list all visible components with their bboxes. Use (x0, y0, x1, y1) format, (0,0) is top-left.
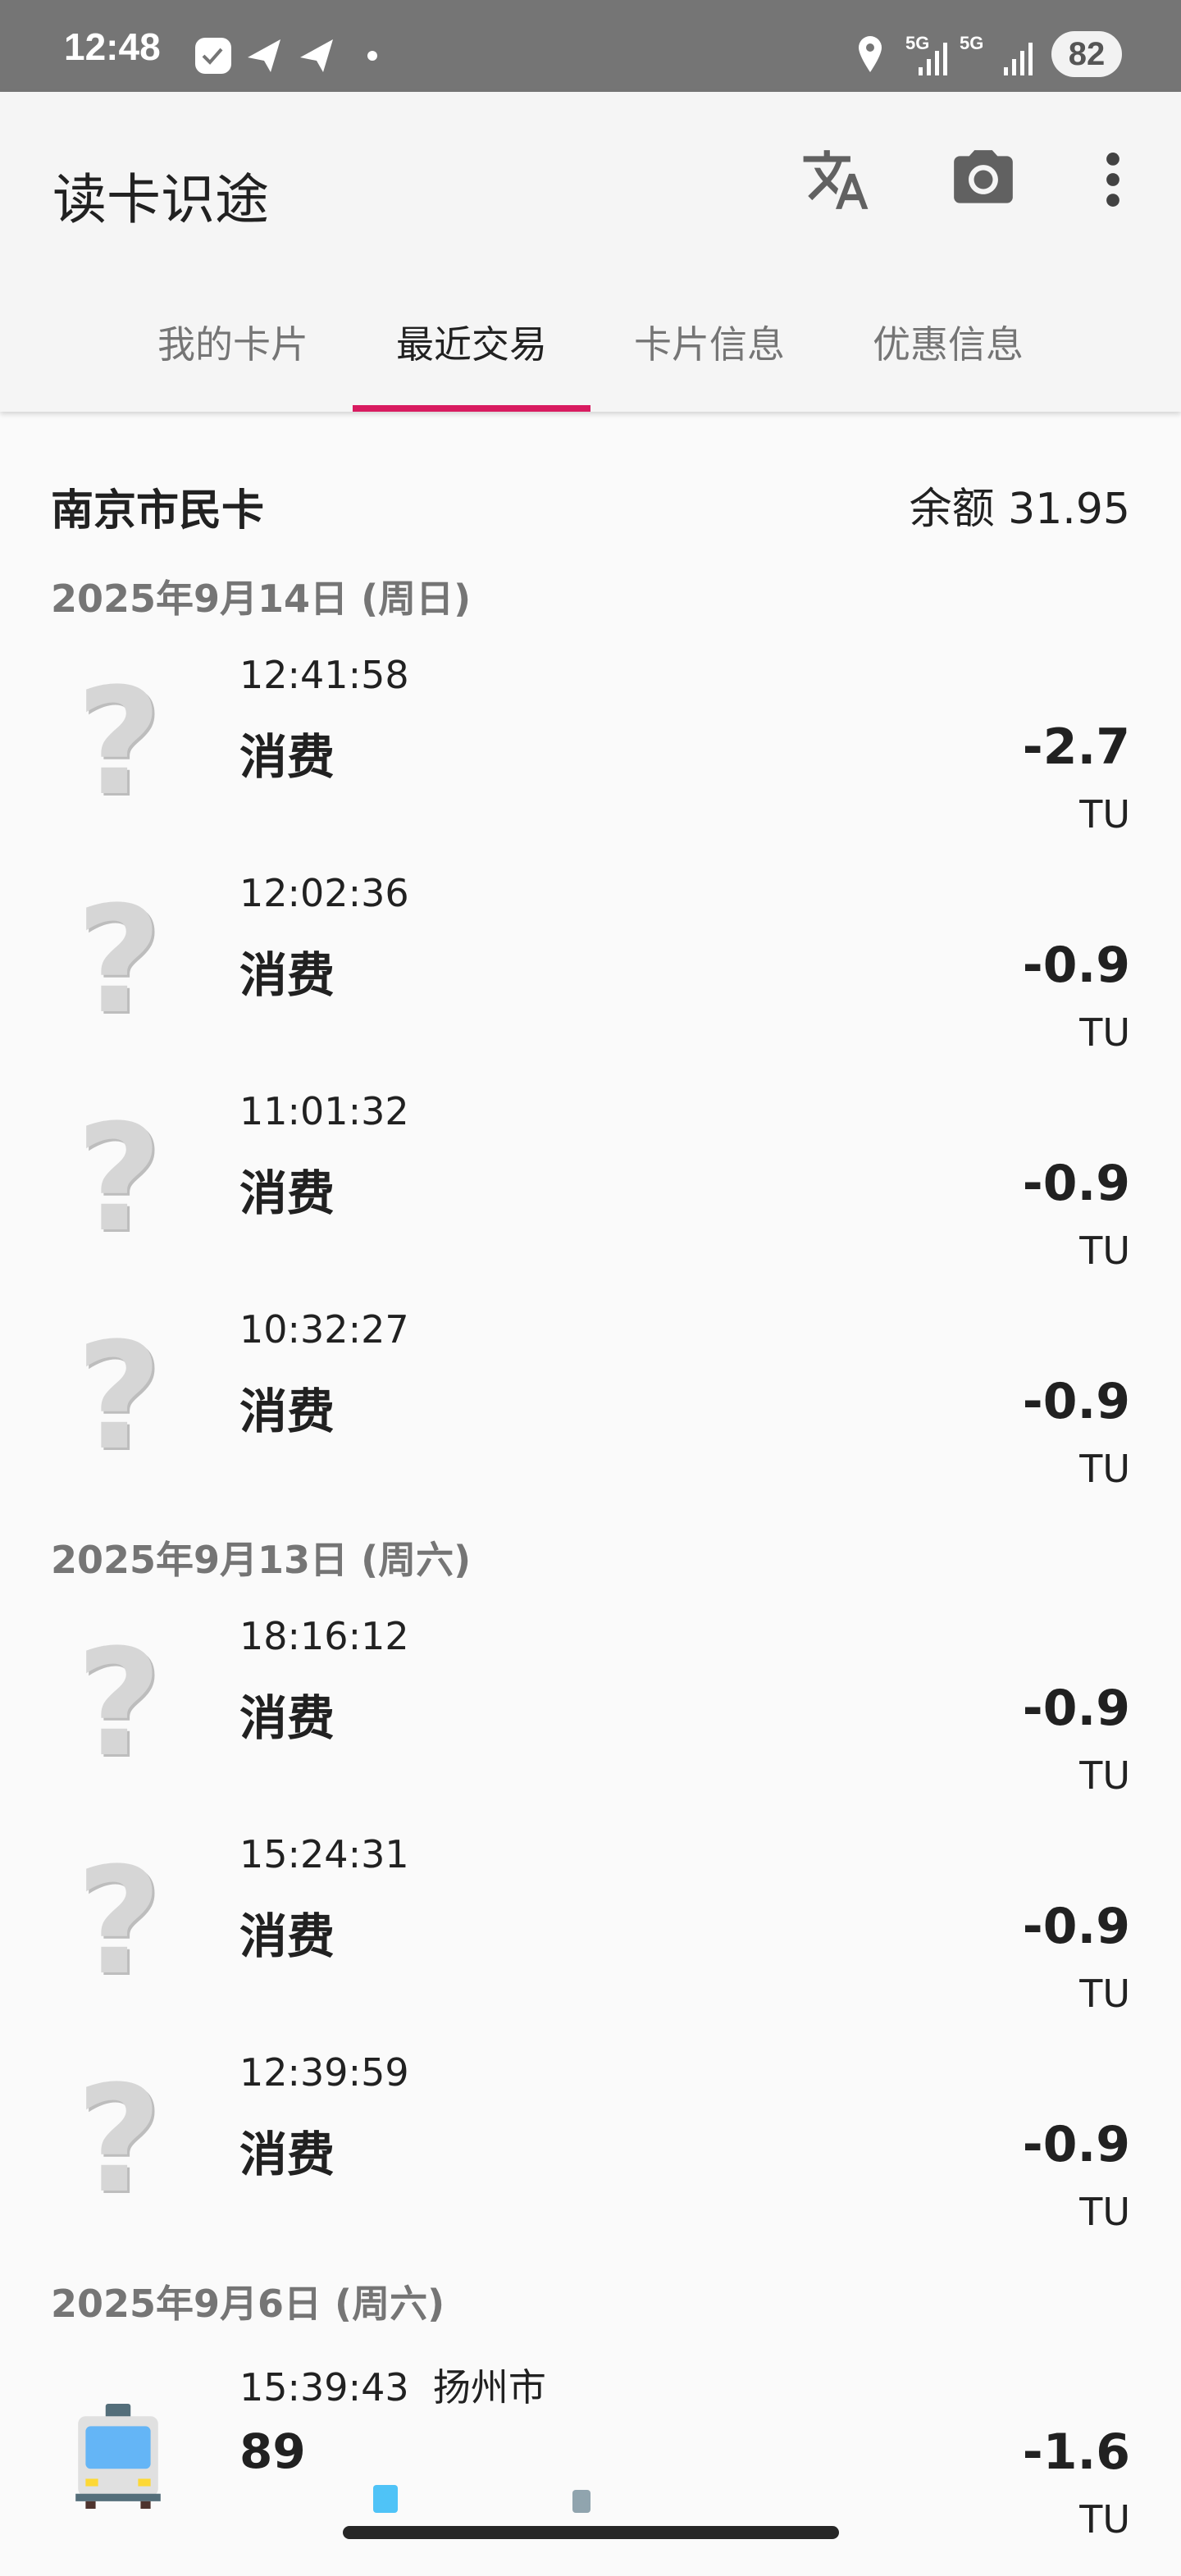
date-header: 2025年9月13日 (周六) (51, 1538, 472, 1582)
transaction-label: 消费 (239, 1384, 335, 1439)
battery-level: 82 (1051, 31, 1122, 77)
transaction-row[interactable]: ? 18:16:12 消费 -0.9 TU (0, 1614, 1181, 1832)
transaction-time: 12:41:58 (239, 653, 409, 697)
card-balance: 余额 31.95 (909, 485, 1130, 534)
transaction-row[interactable]: ? 11:01:32 消费 -0.9 TU (0, 1089, 1181, 1307)
transaction-row[interactable]: ? 15:24:31 消费 -0.9 TU (0, 1832, 1181, 2050)
transaction-time: 18:16:12 (239, 1614, 409, 1658)
transaction-row[interactable]: ? 10:32:27 消费 -0.9 TU (0, 1307, 1181, 1525)
transaction-amount: -0.9 (1022, 937, 1130, 994)
tab-my-cards[interactable]: 我的卡片 (157, 322, 308, 367)
transaction-label: 消费 (239, 1908, 335, 1964)
transaction-label: 消费 (239, 1165, 335, 1221)
transaction-time: 11:01:32 (239, 1089, 409, 1133)
transaction-label: 消费 (239, 1690, 335, 1746)
app-title: 读卡识途 (52, 168, 269, 231)
transaction-time: 15:39:43 扬州市 (239, 2365, 546, 2410)
tab-card-info[interactable]: 卡片信息 (634, 322, 785, 367)
signal-icon-1 (919, 43, 947, 75)
transaction-time: 10:32:27 (239, 1307, 409, 1352)
signal-icon-2 (1004, 43, 1033, 75)
home-gesture-bar[interactable] (343, 2526, 839, 2539)
transaction-row[interactable]: ? 12:39:59 消费 -0.9 TU (0, 2050, 1181, 2268)
transaction-time: 12:02:36 (239, 871, 409, 915)
transaction-label: 消费 (239, 947, 335, 1003)
luggage-icon (572, 2490, 590, 2513)
network-type-1: 5G (905, 33, 930, 53)
unknown-question-icon: ? (75, 657, 162, 828)
unknown-question-icon: ? (75, 1836, 162, 2008)
transaction-amount: -1.6 (1022, 2423, 1130, 2481)
transaction-time: 15:24:31 (239, 1832, 409, 1876)
location-icon (859, 36, 882, 72)
bus-icon (75, 2404, 161, 2509)
card-name: 南京市民卡 (51, 486, 265, 536)
transaction-currency: TU (1079, 1010, 1130, 1055)
date-header: 2025年9月14日 (周日) (51, 577, 472, 621)
unknown-question-icon: ? (75, 875, 162, 1046)
notification-icons (195, 38, 377, 74)
transaction-amount: -0.9 (1022, 2116, 1130, 2173)
transaction-row[interactable]: ? 12:02:36 消费 -0.9 TU (0, 871, 1181, 1089)
more-vert-icon[interactable] (1083, 144, 1143, 215)
status-bar: 12:48 5G 5G 82 (0, 0, 1181, 92)
active-tab-indicator (353, 405, 590, 412)
transaction-currency: TU (1079, 792, 1130, 837)
app-bar: 读卡识途 我的卡片 最近交易 卡片信息 优惠信息 (0, 92, 1181, 412)
camera-icon[interactable] (948, 144, 1019, 215)
transaction-amount: -0.9 (1022, 1155, 1130, 1212)
transaction-currency: TU (1079, 2190, 1130, 2234)
transaction-currency: TU (1079, 1753, 1130, 1798)
transaction-currency: TU (1079, 1972, 1130, 2016)
transaction-label: 消费 (239, 2127, 335, 2182)
transaction-time: 12:39:59 (239, 2050, 409, 2095)
transaction-row[interactable]: ? 12:41:58 消费 -2.7 TU (0, 653, 1181, 871)
date-header: 2025年9月6日 (周六) (51, 2282, 445, 2326)
transaction-currency: TU (1079, 2497, 1130, 2542)
transaction-amount: -0.9 (1022, 1373, 1130, 1430)
transaction-label: 89 (239, 2423, 306, 2479)
transaction-currency: TU (1079, 1447, 1130, 1491)
transaction-currency: TU (1079, 1229, 1130, 1273)
unknown-question-icon: ? (75, 2054, 162, 2226)
transaction-label: 消费 (239, 729, 335, 785)
unknown-question-icon: ? (75, 1311, 162, 1483)
transaction-row[interactable]: 15:39:43 扬州市 89 -1.6 TU (0, 2358, 1181, 2576)
translate-icon[interactable] (800, 144, 871, 215)
status-time: 12:48 (64, 25, 161, 68)
network-type-2: 5G (960, 33, 984, 53)
transfer-icon (373, 2485, 398, 2513)
unknown-question-icon: ? (75, 1093, 162, 1265)
transaction-amount: -2.7 (1022, 718, 1130, 776)
unknown-question-icon: ? (75, 1618, 162, 1790)
transaction-amount: -0.9 (1022, 1680, 1130, 1737)
tab-offers[interactable]: 优惠信息 (873, 322, 1024, 367)
transaction-amount: -0.9 (1022, 1898, 1130, 1955)
tab-recent-transactions[interactable]: 最近交易 (396, 322, 547, 367)
